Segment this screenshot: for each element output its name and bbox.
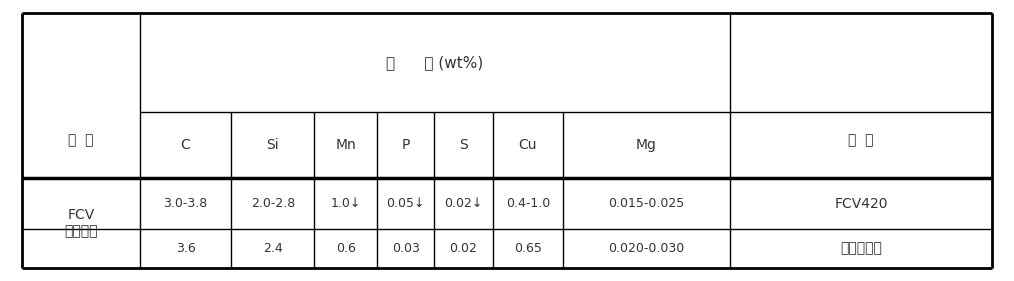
Text: Mn: Mn xyxy=(336,139,356,152)
Text: 0.65: 0.65 xyxy=(514,242,541,255)
Text: Mg: Mg xyxy=(636,139,657,152)
Text: 0.6: 0.6 xyxy=(336,242,356,255)
Text: 0.015-0.025: 0.015-0.025 xyxy=(608,197,684,210)
Text: 3.6: 3.6 xyxy=(175,242,196,255)
Text: Si: Si xyxy=(267,139,279,152)
Text: FCV420: FCV420 xyxy=(835,197,887,211)
Text: 0.020-0.030: 0.020-0.030 xyxy=(608,242,684,255)
Text: 비  고: 비 고 xyxy=(848,133,874,148)
Text: 0.02↓: 0.02↓ xyxy=(444,197,483,210)
Text: 0.4-1.0: 0.4-1.0 xyxy=(506,197,550,210)
Text: 2.4: 2.4 xyxy=(263,242,283,255)
Text: 2.0-2.8: 2.0-2.8 xyxy=(250,197,295,210)
Text: FCV
흔연주철: FCV 흔연주철 xyxy=(64,208,98,239)
Text: C: C xyxy=(180,139,191,152)
Text: 0.03: 0.03 xyxy=(391,242,420,255)
Text: 3.0-3.8: 3.0-3.8 xyxy=(163,197,208,210)
Text: 조      성 (wt%): 조 성 (wt%) xyxy=(386,55,484,70)
Text: 1.0↓: 1.0↓ xyxy=(331,197,361,210)
Text: 0.05↓: 0.05↓ xyxy=(386,197,425,210)
Text: 개발시제품: 개발시제품 xyxy=(840,242,882,256)
Text: S: S xyxy=(459,139,467,152)
Text: P: P xyxy=(402,139,410,152)
Text: 0.02: 0.02 xyxy=(449,242,478,255)
Text: Cu: Cu xyxy=(518,139,537,152)
Text: 구  분: 구 분 xyxy=(68,133,94,148)
